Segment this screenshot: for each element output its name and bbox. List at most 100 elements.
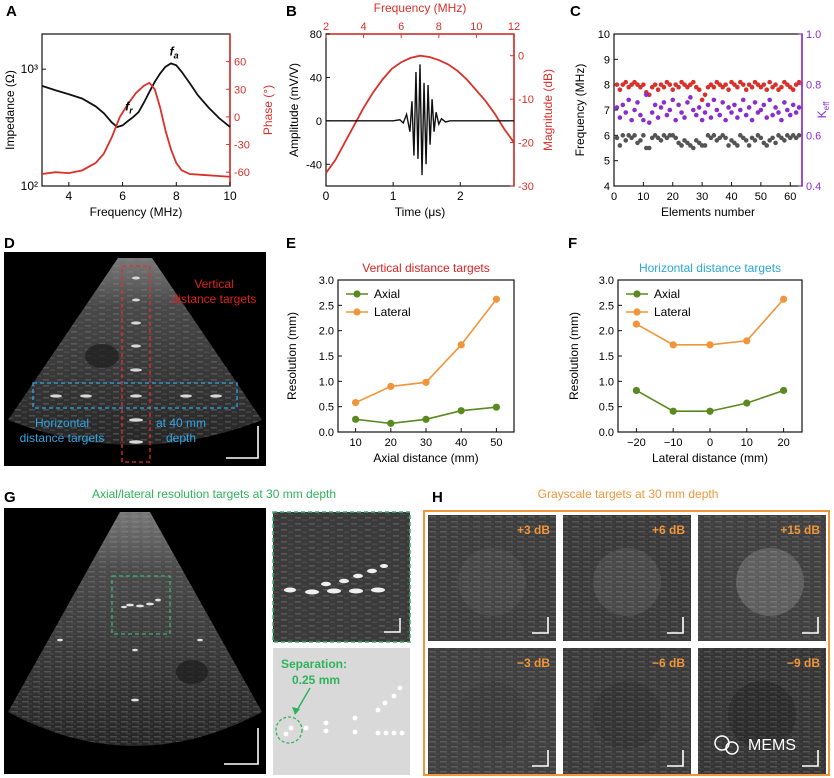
chart-e-x-tick-label: 10 [349,437,361,449]
chart-f-y-tick-label: 1.0 [599,376,614,388]
chart-e-x-tick-label: 20 [385,437,397,449]
chart-element-frequency: 0 10 20 30 40 50 60 4 5 6 7 8 9 10 0.4 0.6 0.8 1.0 Element… [573,29,831,219]
chart-c-point [696,87,702,93]
panel-label-a: A [6,3,17,20]
chart-c-point [629,117,634,123]
chart-a-annotation-fa: fa [170,44,179,60]
chart-a-x-tick-label: 10 [223,189,237,203]
chart-c-point [702,92,708,98]
panel-d-scale-bar [226,426,259,459]
chart-c-y2-tick-label: 0.4 [806,181,821,193]
chart-c-y-tick-label: 6 [604,130,610,142]
chart-c-point [782,138,787,143]
chart-b-x2-tick-label: 8 [436,21,442,33]
panel-g-separation-label-2: 0.25 mm [292,673,340,687]
chart-e-ylabel: Resolution (mm) [285,312,299,400]
chart-e-point-lateral [492,295,500,303]
chart-c-point [626,97,631,103]
chart-c-point [796,133,802,138]
chart-e-point-lateral [457,341,465,349]
panel-d-depth-label-1: at 40 mm [156,416,206,430]
chart-f-x-tick-label: 0 [707,437,713,449]
chart-c-point [746,105,752,110]
chart-b-ylabel: Amplitude (mV/V) [287,63,301,157]
chart-e-point-lateral [352,399,360,407]
chart-b-y-tick-label: -40 [306,159,322,171]
chart-c-point [758,107,764,113]
chart-c-point [702,143,708,148]
chart-c-point [667,107,673,113]
chart-e-y-tick-label: 0.0 [319,427,334,439]
chart-c-point [735,143,740,148]
chart-c-point [782,100,787,105]
chart-e-xlabel: Axial distance (mm) [373,451,478,465]
chart-c-point [796,79,802,85]
panel-h-title: Grayscale targets at 30 mm depth [538,487,719,501]
chart-b-y-tick-label: 0 [316,116,322,128]
chart-e-legend-marker [353,308,361,316]
chart-a-y-tick-label: 10² [21,179,38,193]
chart-c-point [614,135,620,141]
chart-f-series-lateral: Lateral [626,295,788,349]
chart-c-point [723,117,728,123]
chart-c-point [661,100,667,105]
chart-c-point [740,97,746,103]
panel-h-cells: +3 dB +6 dB +15 dB −3 dB −6 dB −9 dB [428,515,826,774]
chart-c-point [790,102,796,108]
panel-d-ultrasound: Vertical distance targets Horizontal dis… [4,252,266,466]
panel-h-cell-speckle [698,648,826,774]
panel-h-cell-speckle [428,648,556,774]
chart-e-point-axial [422,415,430,423]
chart-c-y-tick-label: 10 [598,29,610,41]
panel-label-e: E [286,235,296,252]
chart-c-point [641,82,646,87]
chart-f-point-axial [632,386,641,395]
chart-c-point [711,133,717,138]
panel-g-inset-scale-bar [384,618,401,633]
panel-g-ultrasound [4,508,266,774]
chart-a-xlabel: Frequency (MHz) [90,205,183,219]
chart-b-y2-tick-label: -10 [518,94,534,106]
panel-g-inset-speckle [273,512,410,642]
panel-d-speckle [8,258,262,445]
chart-c-point [620,102,626,108]
panel-g-separation-label-1: Separation: [281,657,347,671]
panel-d-depth-label-2: depth [166,431,196,445]
chart-c-point [767,79,772,85]
chart-c-point [779,84,784,90]
chart-f-point-lateral [632,320,641,328]
chart-b-amplitude-line [326,64,514,176]
chart-f-title: Horizontal distance targets [639,261,781,275]
panel-label-f: F [568,235,577,252]
chart-c-point [720,100,725,105]
panel-d-horizontal-label-1: Horizontal [35,416,89,430]
panel-h-cell-target [728,681,796,749]
panel-d-vertical-label-2: distance targets [172,292,257,306]
chart-c-point [655,115,661,120]
chart-b-magnitude-line [325,54,515,174]
chart-c-point [644,92,649,98]
panel-h-cell-scale-bar [667,750,684,767]
chart-c-series-red [614,79,802,103]
panel-h-cell: −6 dB [563,648,691,774]
panel-h-cell-label: −9 dB [787,656,820,670]
chart-f-point-axial [706,407,714,415]
chart-c-point [632,107,637,113]
chart-c-point [667,82,673,87]
panel-g-speckle [8,512,262,746]
chart-c-point [670,87,676,93]
chart-c-point [676,84,681,90]
chart-c-point [773,82,778,87]
chart-e-y-tick-label: 2.0 [319,326,334,338]
chart-c-point [767,97,772,103]
chart-c-point [623,79,629,85]
panel-g-separation-arrowhead [292,707,300,715]
chart-c-point [679,143,684,148]
chart-c-y-tick-label: 9 [604,54,610,66]
chart-c-point [646,145,652,151]
panel-h-cell-speckle [563,515,691,641]
chart-c-point [679,110,684,115]
chart-b-x2-tick-label: 4 [361,21,367,33]
chart-c-point [770,135,775,141]
